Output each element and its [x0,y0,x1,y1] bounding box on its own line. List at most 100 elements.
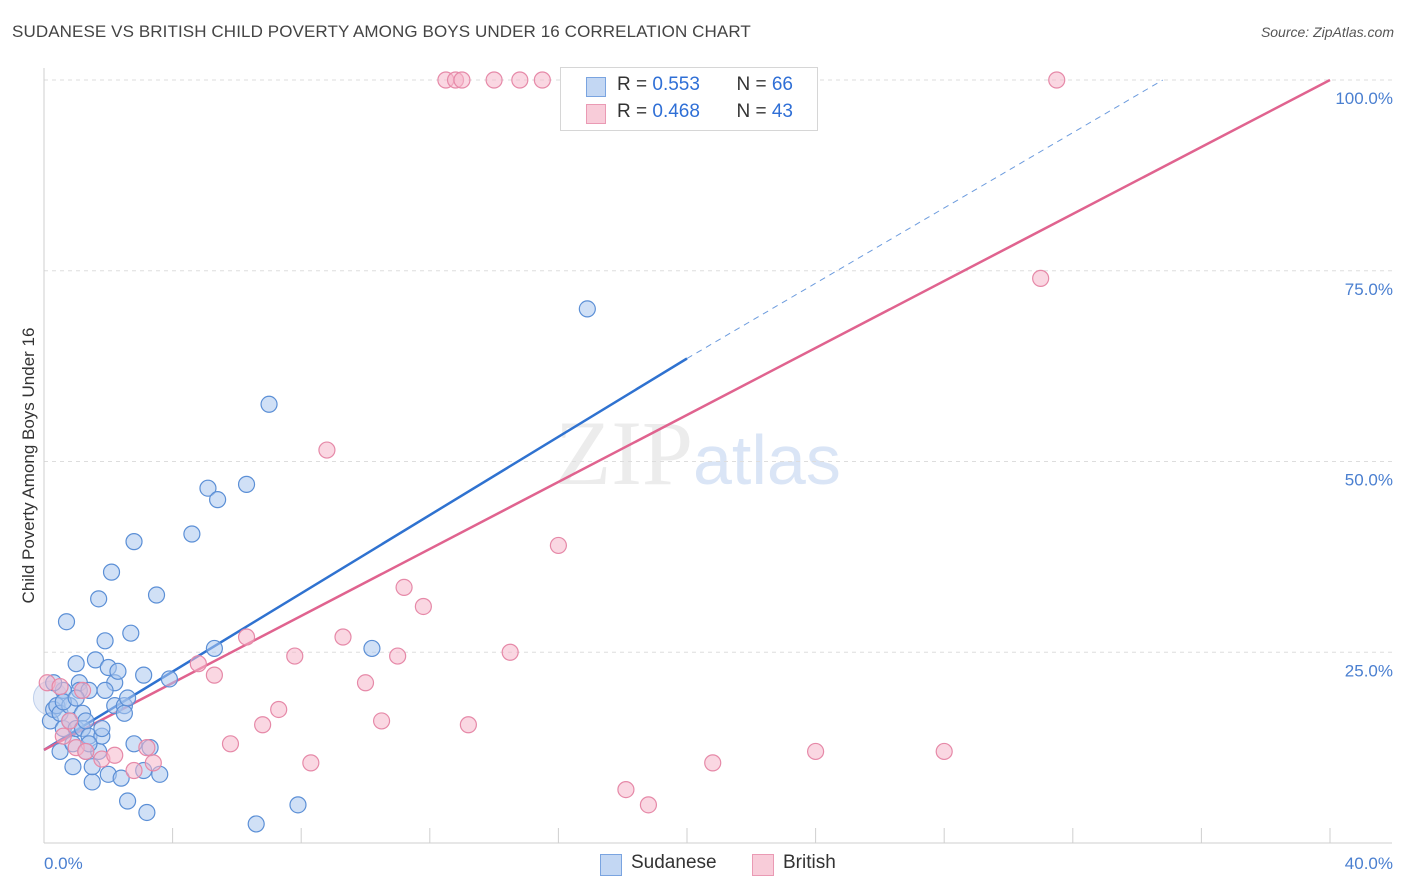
y-tick-label: 100.0% [1335,89,1393,108]
y-tick-label: 75.0% [1345,280,1393,299]
british-point [485,71,503,89]
sudanese-point [64,758,82,776]
british-point [372,712,391,730]
legend-n-value: 66 [771,74,793,95]
british-point [205,666,223,684]
british-point [189,655,207,673]
x-tick-label: 0.0% [44,854,83,873]
sudanese-point [160,670,178,688]
chart-title: SUDANESE VS BRITISH CHILD POVERTY AMONG … [12,22,751,41]
sudanese-point [118,792,137,810]
british-point [453,71,471,89]
axis-layer [43,68,1392,844]
british-point [414,597,432,616]
bottom-legend-label-british: British [783,852,836,873]
british-point [286,647,304,665]
legend-n-label: N = [736,74,772,95]
y-tick-label: 25.0% [1345,661,1393,680]
british-point [356,674,375,692]
british-point [395,578,413,596]
british-point [125,761,143,780]
label-layer: 25.0% 50.0% 75.0% 100.0% 0.0% 40.0% Child Pove… [19,89,1393,873]
sudanese-point [363,639,381,658]
sudanese-point [578,300,596,318]
british-point [1032,269,1050,287]
sudanese-point [57,613,76,631]
grid-layer [44,79,1392,653]
sudanese-point [125,533,143,551]
sudanese-point [118,689,137,707]
british-point [935,742,953,761]
british-point [459,716,477,734]
british-point [1048,71,1066,89]
watermark-atlas: atlas [693,421,841,499]
british-trendline [43,78,1331,752]
y-tick-label: 50.0% [1345,471,1393,490]
sudanese-point [237,475,256,493]
sudanese-point [115,704,133,722]
british-point [302,754,320,772]
trend-layer [43,78,1331,752]
british-point [73,681,92,700]
legend-r-label: R = [617,101,653,122]
british-point [54,727,72,745]
sudanese-point [77,712,95,730]
bottom-legend-swatch-sudanese [600,854,622,876]
british-point [138,739,156,757]
british-point [61,712,79,730]
sudanese-point [147,586,166,604]
british-point [144,754,162,772]
legend-swatch-british [586,104,606,124]
sudanese-point [122,624,140,642]
british-point [221,735,240,753]
sudanese-point [96,632,114,650]
sudanese-point [86,651,105,669]
sudanese-point [93,719,111,738]
sudanese-trendline [43,357,688,751]
legend-r-label: R = [617,74,653,95]
sudanese-trendline-extension [686,79,1164,359]
british-point [106,746,124,764]
british-point [51,677,69,696]
sudanese-point [260,395,278,413]
bottom-legend-label-sudanese: Sudanese [631,852,717,873]
british-point [334,628,352,646]
british-point [511,71,529,89]
x-tick-label: 40.0% [1345,854,1393,873]
sudanese-point [247,815,265,833]
sudanese-point [83,773,101,791]
watermark: ZIPatlas [555,400,841,506]
british-point [318,441,336,459]
british-point [806,742,825,761]
sudanese-point [109,662,127,680]
sudanese-point [135,666,153,684]
sudanese-point [67,655,85,673]
sudanese-point [96,681,114,700]
watermark-zip: ZIP [555,402,693,504]
sudanese-point [209,491,227,509]
british-point [549,536,568,555]
british-point [704,754,722,772]
sudanese-point [112,769,130,787]
legend-n-label: N = [736,101,772,122]
legend-box: R = 0.553 N = 66 R = 0.468 N = 43 [560,67,818,131]
british-point [617,780,635,799]
british-point [533,71,551,89]
british-point [77,742,95,761]
bottom-legend-swatch-british [752,854,774,876]
legend-n-value: 43 [771,101,793,122]
british-point [270,700,288,719]
sudanese-point [205,639,223,658]
sudanese-point [102,563,121,581]
legend-swatch-sudanese [586,77,606,97]
sudanese-point [90,590,108,608]
british-point [389,647,407,665]
source-label: Source: ZipAtlas.com [1260,24,1394,40]
sudanese-point [138,803,156,822]
british-point [254,716,272,734]
british-point [237,628,256,646]
british-point [501,643,519,661]
sudanese-point [183,525,201,543]
legend-r-value: 0.468 [652,101,700,122]
